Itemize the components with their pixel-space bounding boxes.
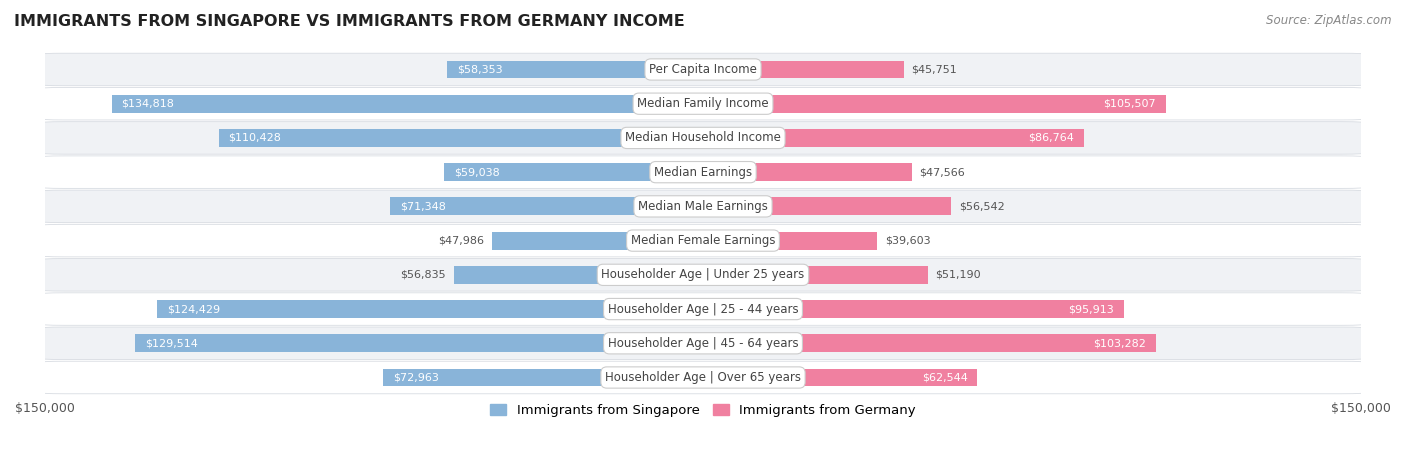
Bar xyxy=(703,232,877,249)
FancyBboxPatch shape xyxy=(38,327,1368,360)
Bar xyxy=(454,266,703,284)
Bar xyxy=(703,368,977,386)
Bar xyxy=(703,198,950,215)
Bar xyxy=(157,300,703,318)
Bar xyxy=(382,368,703,386)
Text: $72,963: $72,963 xyxy=(392,373,439,382)
Text: Median Family Income: Median Family Income xyxy=(637,97,769,110)
FancyBboxPatch shape xyxy=(38,190,1368,223)
FancyBboxPatch shape xyxy=(38,259,1368,291)
Text: $124,429: $124,429 xyxy=(167,304,221,314)
Text: Median Female Earnings: Median Female Earnings xyxy=(631,234,775,247)
Bar xyxy=(703,266,928,284)
FancyBboxPatch shape xyxy=(38,361,1368,394)
Bar xyxy=(492,232,703,249)
Text: $71,348: $71,348 xyxy=(399,201,446,212)
FancyBboxPatch shape xyxy=(38,87,1368,120)
Bar xyxy=(703,95,1166,113)
FancyBboxPatch shape xyxy=(38,156,1368,188)
Text: $47,986: $47,986 xyxy=(439,236,485,246)
Text: $58,353: $58,353 xyxy=(457,64,502,74)
Text: $56,835: $56,835 xyxy=(401,270,446,280)
Text: IMMIGRANTS FROM SINGAPORE VS IMMIGRANTS FROM GERMANY INCOME: IMMIGRANTS FROM SINGAPORE VS IMMIGRANTS … xyxy=(14,14,685,29)
Text: $103,282: $103,282 xyxy=(1094,338,1146,348)
Text: $51,190: $51,190 xyxy=(935,270,981,280)
Bar xyxy=(447,61,703,78)
Bar xyxy=(703,334,1156,352)
Text: Householder Age | Over 65 years: Householder Age | Over 65 years xyxy=(605,371,801,384)
Legend: Immigrants from Singapore, Immigrants from Germany: Immigrants from Singapore, Immigrants fr… xyxy=(485,399,921,422)
Text: $129,514: $129,514 xyxy=(145,338,198,348)
Text: $95,913: $95,913 xyxy=(1069,304,1114,314)
Bar xyxy=(703,61,904,78)
Bar xyxy=(111,95,703,113)
Text: $47,566: $47,566 xyxy=(920,167,966,177)
Bar xyxy=(389,198,703,215)
Text: $110,428: $110,428 xyxy=(228,133,281,143)
Text: Source: ZipAtlas.com: Source: ZipAtlas.com xyxy=(1267,14,1392,27)
Text: $105,507: $105,507 xyxy=(1104,99,1156,109)
Text: Householder Age | 25 - 44 years: Householder Age | 25 - 44 years xyxy=(607,303,799,316)
Text: $134,818: $134,818 xyxy=(121,99,174,109)
Text: $62,544: $62,544 xyxy=(922,373,967,382)
Bar xyxy=(703,163,911,181)
FancyBboxPatch shape xyxy=(38,293,1368,325)
Text: $56,542: $56,542 xyxy=(959,201,1005,212)
FancyBboxPatch shape xyxy=(38,224,1368,257)
Text: Median Household Income: Median Household Income xyxy=(626,131,780,144)
Text: $59,038: $59,038 xyxy=(454,167,499,177)
FancyBboxPatch shape xyxy=(38,122,1368,154)
Text: Per Capita Income: Per Capita Income xyxy=(650,63,756,76)
Bar xyxy=(444,163,703,181)
Bar xyxy=(218,129,703,147)
Text: $86,764: $86,764 xyxy=(1028,133,1074,143)
Text: Median Male Earnings: Median Male Earnings xyxy=(638,200,768,213)
Text: Householder Age | 45 - 64 years: Householder Age | 45 - 64 years xyxy=(607,337,799,350)
Text: Householder Age | Under 25 years: Householder Age | Under 25 years xyxy=(602,269,804,281)
Bar xyxy=(703,129,1084,147)
Bar xyxy=(703,300,1123,318)
Text: Median Earnings: Median Earnings xyxy=(654,166,752,179)
Bar xyxy=(135,334,703,352)
Text: $45,751: $45,751 xyxy=(911,64,957,74)
Text: $39,603: $39,603 xyxy=(884,236,931,246)
FancyBboxPatch shape xyxy=(38,53,1368,86)
